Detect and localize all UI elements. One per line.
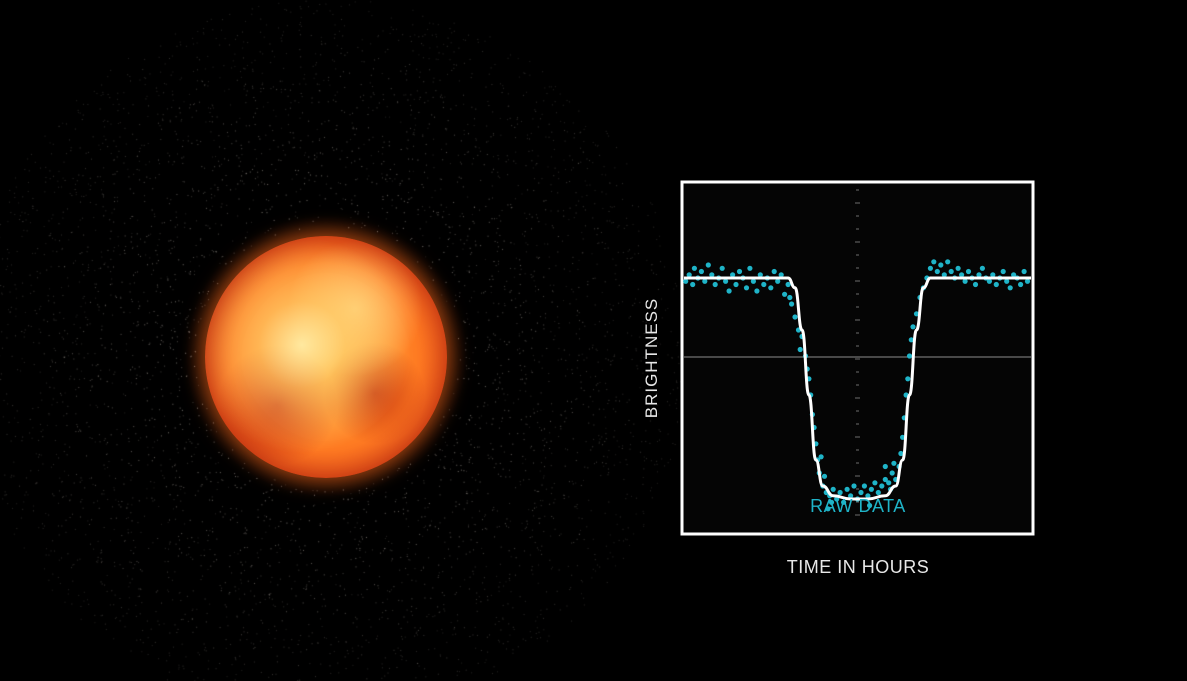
data-point bbox=[761, 281, 767, 288]
data-point bbox=[698, 268, 705, 275]
data-point bbox=[965, 268, 972, 275]
data-point bbox=[789, 301, 795, 307]
data-point bbox=[1011, 272, 1017, 278]
data-point bbox=[993, 281, 999, 288]
data-point bbox=[1007, 285, 1013, 291]
data-point bbox=[747, 265, 753, 271]
data-point bbox=[867, 502, 873, 509]
data-point bbox=[879, 483, 885, 489]
data-point bbox=[972, 281, 979, 288]
data-point bbox=[986, 278, 993, 284]
data-point bbox=[906, 353, 913, 359]
data-point bbox=[797, 346, 803, 353]
data-point bbox=[891, 460, 897, 466]
data-point bbox=[868, 486, 875, 492]
data-point bbox=[754, 288, 760, 294]
data-point bbox=[686, 272, 692, 278]
chart-frame bbox=[680, 180, 1035, 536]
data-point bbox=[1024, 278, 1031, 284]
data-point bbox=[851, 483, 857, 489]
data-point bbox=[818, 454, 824, 460]
data-point bbox=[1004, 278, 1010, 284]
data-point bbox=[705, 262, 711, 268]
x-axis-label: TIME IN HOURS bbox=[787, 557, 930, 577]
data-point bbox=[962, 278, 968, 284]
data-point bbox=[719, 265, 725, 271]
data-point bbox=[828, 499, 835, 505]
data-point bbox=[945, 259, 951, 265]
data-point bbox=[683, 278, 689, 284]
data-point bbox=[837, 489, 843, 496]
data-point bbox=[1021, 268, 1027, 275]
data-point bbox=[872, 480, 878, 486]
data-point bbox=[938, 262, 944, 268]
data-point bbox=[712, 281, 718, 288]
data-point bbox=[733, 281, 739, 288]
chart-frame-layer bbox=[680, 180, 1035, 536]
data-point bbox=[730, 272, 736, 278]
data-point bbox=[792, 314, 798, 320]
data-point bbox=[908, 337, 914, 343]
data-point bbox=[927, 265, 934, 271]
data-point bbox=[736, 268, 743, 275]
data-point bbox=[941, 272, 947, 278]
data-point bbox=[882, 463, 888, 470]
y-axis-label: BRIGHTNESS bbox=[642, 298, 661, 419]
model-curve-layer bbox=[684, 276, 1031, 501]
model-curve bbox=[684, 276, 1031, 501]
data-point bbox=[723, 278, 729, 284]
data-point bbox=[1000, 268, 1006, 275]
data-point bbox=[979, 265, 986, 271]
data-point bbox=[757, 272, 763, 278]
data-point bbox=[702, 278, 708, 284]
data-point bbox=[913, 311, 920, 317]
data-point bbox=[782, 291, 788, 297]
data-point bbox=[910, 324, 916, 330]
data-point bbox=[750, 278, 757, 284]
data-point bbox=[768, 285, 774, 291]
data-point bbox=[959, 272, 965, 278]
data-point bbox=[865, 493, 871, 499]
data-point bbox=[821, 473, 828, 479]
data-point bbox=[690, 281, 696, 288]
data-point bbox=[955, 265, 961, 271]
data-point bbox=[775, 278, 781, 284]
data-point bbox=[778, 272, 784, 278]
data-point bbox=[787, 294, 793, 301]
data-point bbox=[771, 268, 777, 275]
data-point bbox=[905, 376, 911, 382]
data-point bbox=[848, 493, 854, 499]
data-point bbox=[861, 483, 868, 489]
data-point bbox=[830, 486, 836, 492]
data-point bbox=[934, 268, 940, 275]
star bbox=[205, 236, 447, 478]
data-point bbox=[691, 265, 698, 271]
data-point bbox=[898, 450, 904, 457]
data-point bbox=[825, 506, 831, 512]
data-point bbox=[841, 499, 847, 505]
data-point bbox=[900, 434, 906, 440]
data-point bbox=[709, 272, 715, 278]
data-point bbox=[976, 272, 982, 278]
data-point bbox=[948, 268, 954, 275]
data-point bbox=[882, 476, 888, 483]
data-point bbox=[889, 470, 895, 476]
data-point bbox=[875, 489, 881, 496]
data-point bbox=[858, 489, 864, 496]
raw-data-label: RAW DATA bbox=[810, 496, 906, 516]
data-point bbox=[785, 281, 791, 288]
data-point bbox=[886, 480, 892, 486]
data-point bbox=[990, 272, 996, 278]
data-point bbox=[726, 288, 732, 294]
data-point bbox=[743, 285, 750, 291]
data-point bbox=[931, 259, 937, 265]
data-point bbox=[1018, 281, 1024, 288]
data-point bbox=[844, 486, 850, 492]
